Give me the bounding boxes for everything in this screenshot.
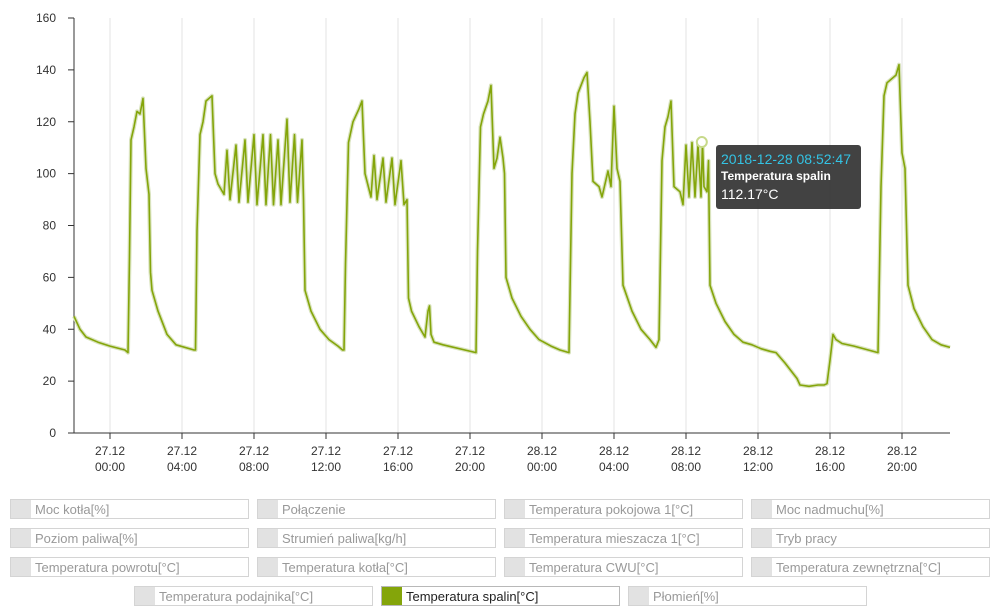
legend-toggle-button[interactable]: Poziom paliwa[%]: [10, 528, 249, 548]
temperature-chart: 0 20 40 60 80 100 120 140 160 27.12 00:00 27.12 04:…: [36, 11, 951, 474]
x-tick-date: 28.12: [887, 444, 917, 458]
legend-label: Strumień paliwa[kg/h]: [282, 530, 407, 546]
legend-toggle-button[interactable]: Moc nadmuchu[%]: [751, 499, 990, 519]
legend-swatch: [11, 500, 31, 518]
legend-label: Temperatura zewnętrzna[°C]: [776, 559, 941, 575]
legend-toggle-button[interactable]: Temperatura powrotu[°C]: [10, 557, 249, 577]
legend-label: Temperatura CWU[°C]: [529, 559, 659, 575]
legend-toggle-button[interactable]: Temperatura mieszacza 1[°C]: [504, 528, 743, 548]
legend-toggle-button[interactable]: Temperatura podajnika[°C]: [134, 586, 373, 606]
x-tick-time: 00:00: [95, 460, 125, 474]
x-tick-time: 08:00: [239, 460, 269, 474]
legend-swatch: [752, 529, 772, 547]
x-tick-time: 16:00: [815, 460, 845, 474]
legend-toggle-button[interactable]: Moc kotła[%]: [10, 499, 249, 519]
chart-grid: [109, 18, 903, 433]
legend-label: Temperatura kotła[°C]: [282, 559, 408, 575]
y-tick-label: 20: [43, 374, 57, 388]
legend-label: Poziom paliwa[%]: [35, 530, 138, 546]
x-tick-date: 28.12: [815, 444, 845, 458]
x-axis: 27.12 00:00 27.12 04:00 27.12 08:00 27.12 12:00…: [74, 432, 950, 474]
x-tick-date: 27.12: [455, 444, 485, 458]
hover-marker: [695, 136, 708, 149]
x-tick-date: 27.12: [167, 444, 197, 458]
y-tick-label: 160: [36, 11, 56, 25]
x-tick-time: 16:00: [383, 460, 413, 474]
legend-swatch: [258, 558, 278, 576]
x-tick-time: 20:00: [455, 460, 485, 474]
x-tick-time: 04:00: [599, 460, 629, 474]
legend-toggle-button[interactable]: Strumień paliwa[kg/h]: [257, 528, 496, 548]
legend-swatch: [752, 500, 772, 518]
x-tick-date: 27.12: [311, 444, 341, 458]
y-tick-label: 80: [43, 219, 57, 233]
series-line-shadow: [72, 62, 951, 389]
legend-swatch: [11, 558, 31, 576]
y-tick-label: 40: [43, 322, 57, 336]
chart-tooltip: 2018-12-28 08:52:47 Temperatura spalin 1…: [716, 145, 861, 209]
y-tick-label: 100: [36, 167, 56, 181]
legend-swatch: [135, 587, 155, 605]
legend-swatch: [505, 529, 525, 547]
legend-toggle-button[interactable]: Płomień[%]: [628, 586, 867, 606]
x-tick-time: 12:00: [743, 460, 773, 474]
legend-label: Temperatura spalin[°C]: [406, 588, 539, 604]
x-tick-time: 12:00: [311, 460, 341, 474]
x-tick-date: 28.12: [527, 444, 557, 458]
legend-label: Połączenie: [282, 501, 346, 517]
y-tick-label: 120: [36, 115, 56, 129]
x-tick-date: 27.12: [95, 444, 125, 458]
x-tick-time: 00:00: [527, 460, 557, 474]
legend-swatch: [505, 500, 525, 518]
legend-swatch: [258, 529, 278, 547]
tooltip-value: 112.17°C: [721, 186, 779, 202]
y-tick-label: 0: [49, 426, 56, 440]
legend-swatch: [629, 587, 649, 605]
legend-label: Tryb pracy: [776, 530, 837, 546]
x-tick-date: 27.12: [239, 444, 269, 458]
legend-swatch: [258, 500, 278, 518]
legend-label: Moc nadmuchu[%]: [776, 501, 884, 517]
legend-label: Temperatura mieszacza 1[°C]: [529, 530, 700, 546]
x-tick-time: 08:00: [671, 460, 701, 474]
series-line: [73, 63, 951, 388]
chart-series: [72, 62, 951, 389]
x-tick-date: 28.12: [671, 444, 701, 458]
x-tick-date: 27.12: [383, 444, 413, 458]
x-tick-time: 20:00: [887, 460, 917, 474]
legend-label: Płomień[%]: [653, 588, 719, 604]
tooltip-series: Temperatura spalin: [721, 169, 831, 183]
x-tick-time: 04:00: [167, 460, 197, 474]
legend-toggle-button[interactable]: Połączenie: [257, 499, 496, 519]
legend-toggle-button[interactable]: Temperatura spalin[°C]: [381, 586, 620, 606]
x-tick-date: 28.12: [743, 444, 773, 458]
legend-swatch: [382, 587, 402, 605]
legend-label: Temperatura pokojowa 1[°C]: [529, 501, 694, 517]
legend-toggle-button[interactable]: Temperatura pokojowa 1[°C]: [504, 499, 743, 519]
legend-toggle-button[interactable]: Temperatura kotła[°C]: [257, 557, 496, 577]
tooltip-date: 2018-12-28 08:52:47: [721, 151, 851, 167]
legend-label: Temperatura podajnika[°C]: [159, 588, 314, 604]
y-axis: 0 20 40 60 80 100 120 140 160: [36, 11, 75, 440]
legend-swatch: [11, 529, 31, 547]
x-tick-date: 28.12: [599, 444, 629, 458]
legend-label: Temperatura powrotu[°C]: [35, 559, 180, 575]
hover-marker-group: [695, 136, 708, 149]
y-tick-label: 140: [36, 63, 56, 77]
legend-swatch: [752, 558, 772, 576]
legend-label: Moc kotła[%]: [35, 501, 110, 517]
legend-toggle-button[interactable]: Temperatura CWU[°C]: [504, 557, 743, 577]
legend-swatch: [505, 558, 525, 576]
y-tick-label: 60: [43, 270, 57, 284]
legend-toggle-button[interactable]: Tryb pracy: [751, 528, 990, 548]
legend-toggle-button[interactable]: Temperatura zewnętrzna[°C]: [751, 557, 990, 577]
